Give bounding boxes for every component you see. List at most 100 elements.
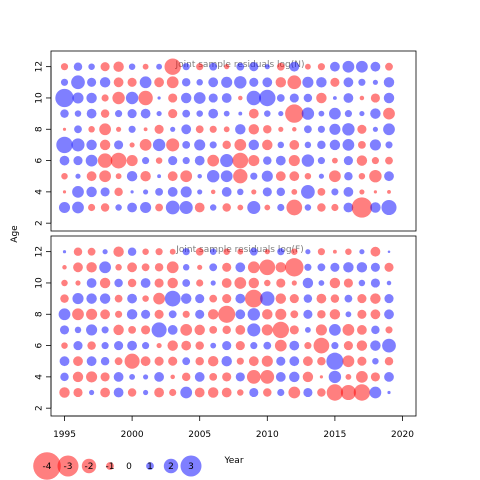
residual-bubble bbox=[154, 387, 164, 398]
residual-bubble bbox=[344, 110, 352, 118]
residual-bubble bbox=[110, 152, 127, 169]
residual-bubble bbox=[168, 310, 177, 319]
residual-bubble bbox=[344, 294, 353, 303]
residual-bubble bbox=[62, 127, 67, 131]
legend-label: -2 bbox=[85, 462, 94, 472]
residual-bubble bbox=[86, 108, 97, 119]
residual-bubble bbox=[99, 293, 111, 304]
residual-bubble bbox=[114, 140, 124, 150]
residual-bubble bbox=[331, 203, 339, 212]
residual-bubble bbox=[72, 293, 84, 305]
residual-bubble bbox=[142, 295, 149, 302]
residual-bubble bbox=[99, 277, 111, 289]
residual-bubble bbox=[224, 64, 230, 70]
residual-bubble bbox=[196, 279, 204, 287]
residual-bubble bbox=[128, 326, 137, 334]
residual-bubble bbox=[238, 111, 243, 116]
residual-bubble bbox=[207, 154, 220, 167]
residual-bubble bbox=[89, 389, 95, 396]
residual-bubble bbox=[319, 375, 323, 379]
residual-bubble bbox=[345, 311, 352, 318]
residual-bubble bbox=[56, 136, 73, 154]
y-tick-label: 2 bbox=[35, 405, 45, 411]
residual-bubble bbox=[302, 76, 314, 88]
residual-bubble bbox=[326, 384, 344, 401]
x-tick-label: 2005 bbox=[188, 430, 211, 440]
residual-bubble bbox=[317, 263, 326, 272]
residual-bubble bbox=[75, 173, 81, 179]
residual-bubble bbox=[58, 201, 71, 214]
residual-bubble bbox=[75, 280, 81, 286]
residual-bubble bbox=[222, 341, 232, 351]
residual-bubble bbox=[86, 293, 97, 304]
residual-bubble bbox=[195, 356, 204, 366]
residual-bubble bbox=[127, 388, 137, 397]
residual-bubble bbox=[209, 125, 217, 133]
residual-bubble bbox=[60, 63, 69, 71]
residual-bubble bbox=[357, 356, 367, 366]
residual-bubble bbox=[154, 124, 164, 134]
residual-bubble bbox=[97, 153, 113, 168]
residual-bubble bbox=[73, 62, 83, 71]
residual-bubble bbox=[88, 63, 95, 70]
residual-bubble bbox=[343, 278, 353, 288]
residual-bubble bbox=[181, 372, 191, 382]
residual-bubble bbox=[72, 371, 84, 383]
residual-bubble bbox=[385, 326, 393, 334]
bottom-panel-y-axis: 2 4 6 8 10 12 bbox=[35, 246, 52, 411]
residual-bubble bbox=[261, 170, 273, 182]
residual-bubble bbox=[60, 78, 69, 86]
residual-bubble bbox=[143, 189, 149, 195]
residual-bubble bbox=[370, 309, 381, 320]
residual-bubble bbox=[209, 294, 218, 303]
residual-bubble bbox=[262, 139, 273, 151]
legend-label: -1 bbox=[106, 462, 115, 472]
residual-bubble bbox=[356, 262, 368, 273]
residual-bubble bbox=[370, 262, 380, 272]
residual-bubble bbox=[291, 280, 297, 286]
residual-bubble bbox=[88, 126, 95, 133]
residual-bubble bbox=[331, 157, 338, 164]
residual-bubble bbox=[62, 265, 67, 270]
residual-bubble bbox=[370, 278, 380, 288]
residual-bubble bbox=[113, 77, 124, 88]
residual-bubble bbox=[235, 372, 245, 382]
residual-bubble bbox=[289, 340, 300, 351]
residual-bubble bbox=[86, 139, 97, 151]
residual-bubble bbox=[248, 124, 260, 135]
residual-bubble bbox=[126, 309, 138, 320]
residual-bubble bbox=[235, 309, 246, 320]
residual-bubble bbox=[151, 322, 167, 338]
residual-bubble bbox=[100, 372, 110, 382]
residual-bubble bbox=[194, 155, 205, 166]
residual-bubble bbox=[272, 321, 289, 339]
residual-bubble bbox=[275, 308, 287, 320]
residual-bubble bbox=[86, 371, 98, 383]
residual-bubble bbox=[344, 171, 353, 181]
residual-bubble bbox=[126, 155, 138, 167]
residual-bubble bbox=[234, 277, 247, 289]
residual-bubble bbox=[292, 127, 297, 132]
residual-bubble bbox=[58, 308, 71, 321]
residual-bubble bbox=[113, 324, 124, 336]
residual-bubble bbox=[340, 384, 356, 401]
residual-bubble bbox=[195, 247, 204, 256]
residual-bubble bbox=[369, 386, 382, 399]
residual-bubble bbox=[303, 309, 313, 319]
residual-bubble bbox=[304, 125, 312, 134]
residual-bubble bbox=[234, 139, 247, 151]
residual-bubble bbox=[343, 187, 354, 197]
residual-bubble bbox=[236, 357, 244, 365]
residual-bubble bbox=[112, 91, 125, 105]
residual-bubble bbox=[288, 386, 301, 399]
residual-bubble bbox=[180, 92, 192, 104]
residual-bubble bbox=[208, 93, 218, 103]
residual-bubble bbox=[71, 75, 85, 90]
residual-bubble bbox=[351, 197, 373, 218]
residual-bubble bbox=[115, 310, 123, 318]
residual-bubble bbox=[223, 248, 230, 255]
residual-bubble bbox=[222, 372, 232, 382]
residual-bubble bbox=[127, 262, 137, 273]
residual-bubble bbox=[194, 139, 206, 151]
residual-bubble bbox=[140, 170, 151, 182]
